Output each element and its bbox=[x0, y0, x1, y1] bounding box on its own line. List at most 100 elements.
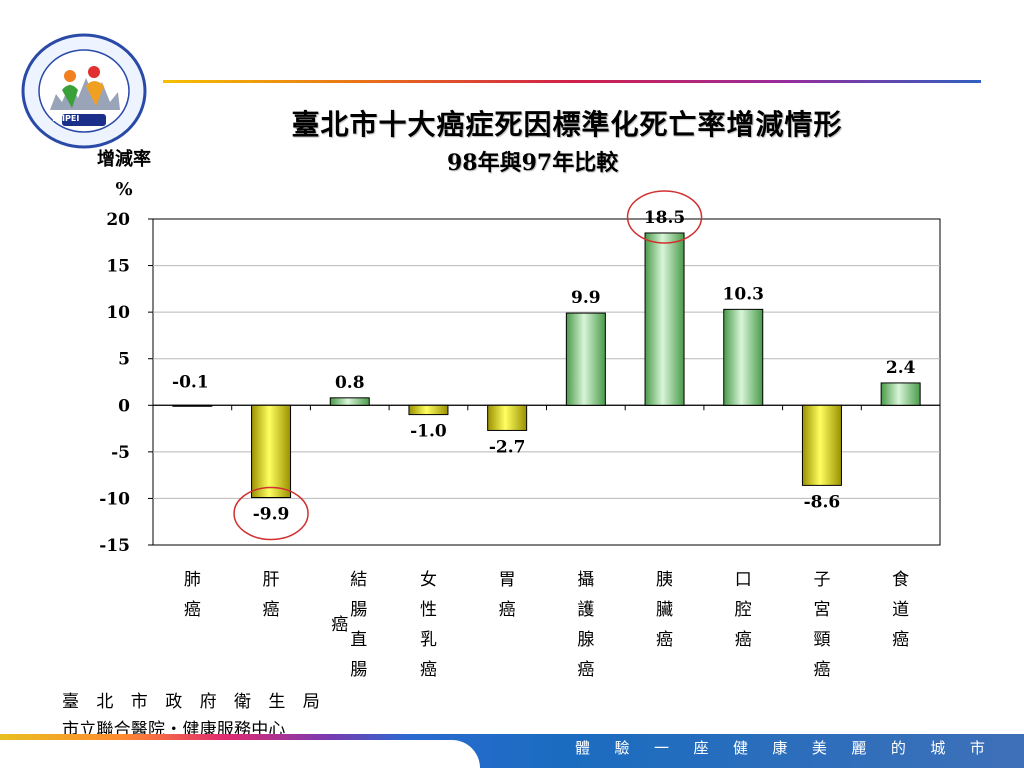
page-title: 臺北市十大癌症死因標準化死亡率增減情形 bbox=[291, 108, 843, 141]
x-category-char: 腔 bbox=[734, 600, 752, 620]
x-category-char: 性 bbox=[419, 600, 437, 620]
y-axis-label: 增減率 % bbox=[82, 145, 166, 205]
x-category-label: 子宮頸癌 bbox=[813, 565, 830, 685]
bar bbox=[565, 312, 606, 406]
footer-org-line1: 臺 北 市 政 府 衛 生 局 bbox=[62, 692, 320, 712]
slogan-char: 的 bbox=[890, 739, 906, 757]
x-category-label-column: 肝癌 bbox=[263, 565, 280, 625]
x-category-char: 臟 bbox=[656, 600, 674, 620]
highlight-ring bbox=[626, 190, 703, 244]
slogan-char: 健 bbox=[732, 739, 748, 757]
data-label: 18.5 bbox=[644, 208, 685, 228]
data-label: 10.3 bbox=[723, 284, 764, 304]
slogan-char: 一 bbox=[653, 739, 669, 757]
x-category-label-column: 子宮頸癌 bbox=[813, 565, 830, 685]
x-category-char: 腺 bbox=[577, 630, 595, 650]
data-label: -1.0 bbox=[410, 422, 447, 442]
y-axis-label-line1: 增減率 bbox=[97, 149, 151, 170]
x-category-char: 胰 bbox=[656, 570, 674, 590]
y-tick-label: -10 bbox=[99, 489, 130, 509]
data-label: 2.4 bbox=[886, 358, 916, 378]
slogan-char: 市 bbox=[969, 739, 985, 757]
y-tick-label: 15 bbox=[106, 257, 130, 277]
taipei-health-logo bbox=[21, 33, 147, 149]
bar bbox=[487, 404, 528, 431]
x-category-char: 腸 bbox=[350, 660, 368, 680]
x-category-char: 頸 bbox=[813, 630, 831, 650]
x-category-char: 腸 bbox=[350, 600, 368, 620]
header-rainbow-line bbox=[163, 80, 981, 83]
x-category-label-column: 結腸直腸 bbox=[350, 565, 367, 685]
x-category-label: 癌結腸直腸 bbox=[331, 565, 367, 685]
highlight-ring bbox=[233, 486, 309, 541]
slogan-char: 驗 bbox=[614, 739, 630, 757]
slogan-char: 座 bbox=[693, 739, 709, 757]
x-category-char: 癌 bbox=[262, 600, 280, 620]
data-label: -8.6 bbox=[804, 492, 841, 512]
data-label: -2.7 bbox=[489, 437, 526, 457]
y-tick-label: 20 bbox=[106, 210, 130, 230]
x-category-label-column: 胃癌 bbox=[499, 565, 516, 625]
x-category-label-column: 攝護腺癌 bbox=[577, 565, 594, 685]
footer-band-cutout bbox=[0, 740, 480, 768]
bar bbox=[644, 232, 685, 406]
bar bbox=[880, 382, 921, 406]
x-category-label: 女性乳癌 bbox=[420, 565, 437, 685]
x-category-label: 攝護腺癌 bbox=[577, 565, 594, 685]
x-category-label-column: 胰臟癌 bbox=[656, 565, 673, 655]
x-category-char: 結 bbox=[350, 570, 368, 590]
x-category-label: 口腔癌 bbox=[735, 565, 752, 655]
footer-slogan: 體驗一座健康美麗的城市 bbox=[575, 736, 985, 760]
page-subtitle: 98年與97年比較 bbox=[447, 150, 619, 176]
x-category-label: 肝癌 bbox=[263, 565, 280, 625]
x-category-char: 癌 bbox=[419, 660, 437, 680]
x-category-char: 直 bbox=[350, 630, 368, 650]
x-category-label: 胃癌 bbox=[499, 565, 516, 625]
y-tick-label: 10 bbox=[106, 303, 130, 323]
y-tick-label: -5 bbox=[111, 443, 130, 463]
slogan-char: 麗 bbox=[851, 739, 867, 757]
x-category-char: 道 bbox=[892, 600, 910, 620]
bar bbox=[723, 308, 764, 406]
x-category-char: 口 bbox=[734, 570, 752, 590]
x-category-char: 癌 bbox=[331, 615, 349, 635]
x-category-char: 子 bbox=[813, 570, 831, 590]
x-category-char: 癌 bbox=[734, 630, 752, 650]
x-category-char: 肝 bbox=[262, 570, 280, 590]
x-category-char: 癌 bbox=[498, 600, 516, 620]
x-category-label: 食道癌 bbox=[892, 565, 909, 655]
x-category-label: 胰臟癌 bbox=[656, 565, 673, 655]
x-category-char: 宮 bbox=[813, 600, 831, 620]
bar bbox=[329, 397, 370, 406]
x-category-char: 癌 bbox=[813, 660, 831, 680]
x-category-label-column: 肺癌 bbox=[184, 565, 201, 625]
y-tick-label: 0 bbox=[118, 396, 130, 416]
x-category-label-column: 食道癌 bbox=[892, 565, 909, 655]
slogan-char: 體 bbox=[575, 739, 591, 757]
bar bbox=[408, 404, 449, 416]
x-category-char: 食 bbox=[892, 570, 910, 590]
bar bbox=[251, 404, 292, 498]
x-category-label-column: 癌 bbox=[331, 610, 348, 640]
slogan-char: 康 bbox=[772, 739, 788, 757]
x-category-label: 肺癌 bbox=[184, 565, 201, 625]
x-category-char: 攝 bbox=[577, 570, 595, 590]
data-label: 9.9 bbox=[571, 288, 601, 308]
data-label: 0.8 bbox=[335, 373, 365, 393]
y-tick-label: -15 bbox=[99, 536, 130, 556]
x-category-label-column: 女性乳癌 bbox=[420, 565, 437, 685]
slogan-char: 美 bbox=[811, 739, 827, 757]
y-tick-label: 5 bbox=[118, 350, 130, 370]
x-category-char: 癌 bbox=[656, 630, 674, 650]
y-axis-label-line2: % bbox=[115, 179, 133, 200]
data-label: -0.1 bbox=[172, 372, 209, 392]
bar bbox=[801, 404, 842, 486]
x-category-char: 女 bbox=[419, 570, 437, 590]
x-category-char: 肺 bbox=[183, 570, 201, 590]
x-category-char: 護 bbox=[577, 600, 595, 620]
title-block: 臺北市十大癌症死因標準化死亡率增減情形 bbox=[0, 103, 1024, 143]
x-category-char: 癌 bbox=[183, 600, 201, 620]
data-label: -9.9 bbox=[253, 504, 290, 524]
x-category-char: 癌 bbox=[892, 630, 910, 650]
